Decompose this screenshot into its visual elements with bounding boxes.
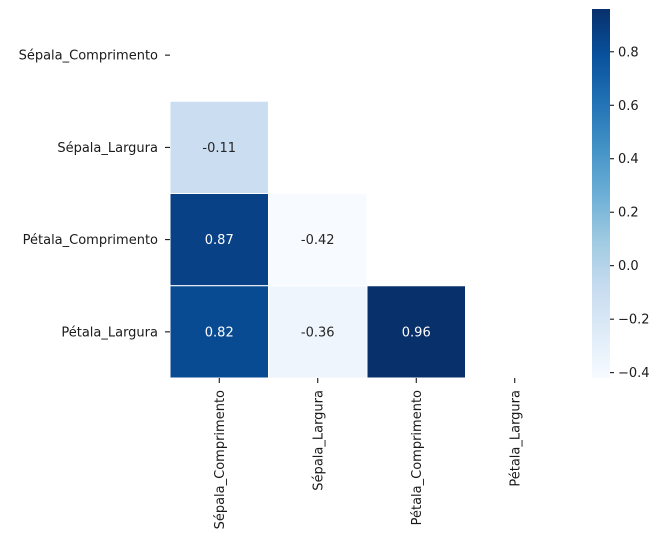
heatmap-cell: [169, 193, 269, 287]
colorbar-tick-label: 0.8: [618, 45, 639, 60]
heatmap-cell: [169, 285, 269, 379]
y-tick-label-petala-comprimento: Pétala_Comprimento: [23, 233, 158, 248]
y-tick-label-sepala-comprimento: Sépala_Comprimento: [19, 49, 158, 64]
colorbar-ticks: −0.4 −0.2 0.0 0.2 0.4 0.6 0.8: [610, 45, 650, 381]
cell-value-label: -0.42: [301, 233, 335, 248]
colorbar-tick-label: 0.2: [618, 206, 639, 221]
cell-value-label: -0.36: [301, 325, 335, 340]
colorbar-tick-label: −0.4: [618, 366, 650, 381]
colorbar-tick-label: −0.2: [618, 313, 650, 328]
y-tick-label-petala-largura: Pétala_Largura: [61, 325, 158, 340]
cell-value-label: 0.82: [205, 325, 234, 340]
y-tick-label-sepala-largura: Sépala_Largura: [57, 141, 158, 156]
x-tick-label-petala-comprimento: Pétala_Comprimento: [410, 390, 425, 525]
heatmap-cell: [366, 285, 466, 379]
cell-value-label: 0.96: [402, 325, 431, 340]
x-axis: Sépala_Comprimento Sépala_Largura Pétala_C…: [213, 378, 523, 529]
colorbar-gradient: [592, 9, 610, 378]
cell-value-label: 0.87: [205, 233, 234, 248]
colorbar: −0.4 −0.2 0.0 0.2 0.4 0.6 0.8: [592, 9, 650, 381]
x-tick-label-sepala-comprimento: Sépala_Comprimento: [213, 390, 228, 529]
cell-value-label: -0.11: [202, 141, 236, 156]
x-tick-label-sepala-largura: Sépala_Largura: [311, 390, 326, 491]
heatmap-cells: [169, 100, 466, 379]
heatmap-cell: [268, 285, 368, 379]
heatmap-cell: [169, 100, 269, 194]
colorbar-tick-label: 0.6: [618, 99, 639, 114]
colorbar-tick-label: 0.0: [618, 259, 639, 274]
colorbar-tick-label: 0.4: [618, 152, 639, 167]
x-tick-label-petala-largura: Pétala_Largura: [508, 390, 523, 487]
y-axis: Sépala_Comprimento Sépala_Largura Pétala_C…: [19, 49, 170, 340]
heatmap-cell: [268, 193, 368, 287]
heatmap-cell-labels: -0.11 0.87 -0.42 0.82 -0.36 0.96: [202, 141, 430, 341]
